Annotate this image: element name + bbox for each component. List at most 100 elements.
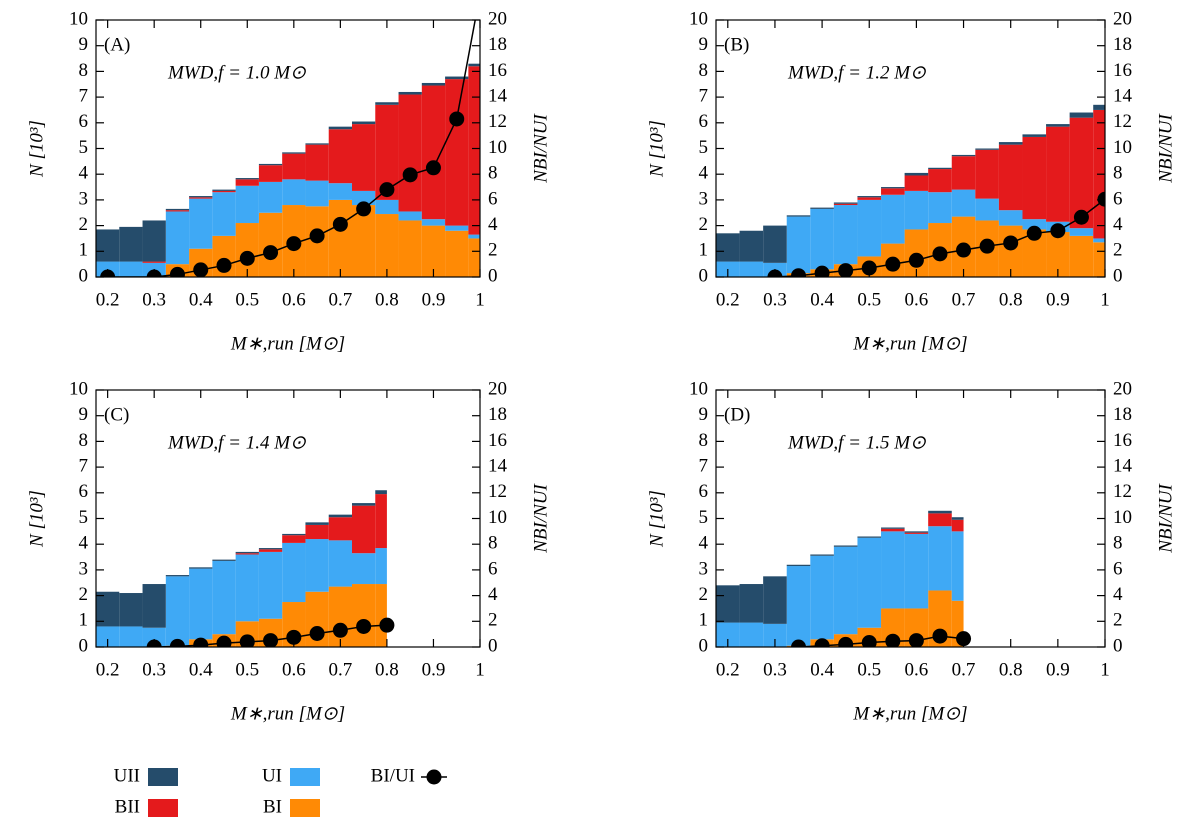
histogram-bar: [421, 225, 446, 277]
histogram-bar: [810, 555, 834, 640]
x-tick-label: 0.3: [763, 659, 787, 680]
x-tick-label: 1: [475, 659, 485, 680]
histogram-bar: [739, 230, 764, 262]
histogram-bar: [810, 208, 834, 270]
legend-label: UII: [114, 765, 140, 786]
y-tick-label: 5: [699, 507, 709, 528]
histogram-bar: [165, 208, 190, 211]
y2-tick-label: 14: [488, 85, 508, 106]
histogram-bar: [881, 188, 905, 195]
x-tick-label: 1: [1100, 289, 1110, 310]
histogram-bar: [375, 102, 399, 105]
y-tick-label: 2: [79, 584, 89, 605]
histogram-bar: [258, 549, 283, 552]
y2-tick-label: 18: [488, 34, 507, 55]
y2-tick-label: 4: [488, 584, 498, 605]
ratio-point: [379, 182, 395, 198]
histogram-bar: [833, 202, 858, 204]
y2-tick-label: 0: [488, 265, 498, 286]
histogram-bar: [328, 586, 352, 647]
histogram-bar: [739, 622, 764, 647]
ratio-point: [332, 622, 348, 638]
ratio-point: [1073, 209, 1089, 225]
y-axis-label: N [10³]: [26, 120, 47, 178]
y2-tick-label: 20: [488, 8, 507, 29]
histogram-bar: [445, 230, 469, 277]
histogram-bar: [189, 568, 213, 640]
y2-tick-label: 8: [1113, 163, 1123, 184]
y-tick-label: 1: [699, 240, 709, 261]
x-tick-label: 0.4: [810, 659, 834, 680]
histogram-bar: [96, 229, 120, 262]
y2-tick-label: 6: [1113, 188, 1123, 209]
panel-label: (C): [104, 404, 129, 425]
histogram-bar: [375, 104, 399, 200]
histogram-bar: [763, 576, 787, 624]
histogram-bar: [904, 190, 929, 230]
ratio-point: [791, 639, 807, 647]
histogram-bar: [763, 623, 787, 647]
histogram-bar: [142, 627, 166, 647]
legend-label: BI/UI: [371, 765, 415, 786]
y-tick-label: 5: [699, 137, 709, 158]
y2-tick-label: 18: [488, 404, 507, 425]
y2-tick-label: 20: [488, 378, 507, 399]
histogram-bar: [468, 238, 480, 277]
histogram-bar: [928, 192, 952, 224]
x-tick-label: 0.4: [189, 289, 213, 310]
histogram-bar: [282, 535, 306, 543]
histogram-bar: [904, 172, 929, 176]
legend-label: UI: [262, 765, 282, 786]
y2-tick-label: 14: [1113, 455, 1133, 476]
histogram-bar: [165, 576, 190, 646]
ratio-point: [1003, 235, 1019, 251]
ratio-point: [356, 201, 372, 217]
histogram-bar: [305, 524, 329, 540]
histogram-bar: [165, 210, 190, 212]
ratio-point: [473, 0, 488, 2]
y-tick-label: 2: [79, 214, 89, 235]
y2-tick-label: 20: [1113, 378, 1132, 399]
x-tick-label: 0.7: [952, 659, 976, 680]
y2-tick-label: 12: [1113, 111, 1132, 132]
y-tick-label: 3: [79, 558, 89, 579]
histogram-bar: [810, 554, 834, 556]
y-tick-label: 4: [79, 533, 89, 554]
ratio-point: [1097, 191, 1105, 207]
x-tick-label: 0.5: [857, 289, 881, 310]
x-tick-label: 0.6: [282, 289, 306, 310]
x-axis-label: M∗,run [M⊙]: [852, 703, 967, 724]
histogram-bar: [1093, 242, 1105, 277]
histogram-bar: [258, 548, 283, 550]
y2-tick-label: 14: [1113, 85, 1133, 106]
y2-tick-label: 6: [488, 558, 498, 579]
histogram-bar: [975, 148, 999, 150]
ratio-point: [956, 631, 972, 647]
histogram-bar: [305, 143, 329, 145]
ratio-point: [286, 629, 302, 645]
histogram-bar: [235, 553, 259, 555]
histogram-bar: [258, 181, 283, 213]
histogram-bar: [881, 528, 905, 532]
histogram-bar: [975, 149, 999, 199]
histogram-bar: [998, 144, 1023, 211]
histogram-bar: [904, 531, 929, 533]
annotation: MWD,f = 1.0 M⊙: [167, 62, 306, 83]
histogram-bar: [375, 490, 387, 495]
histogram-bar: [375, 494, 387, 549]
ratio-point: [239, 250, 255, 266]
histogram-bar: [352, 121, 376, 125]
y2-tick-label: 14: [488, 455, 508, 476]
histogram-bar: [165, 575, 190, 577]
y2-tick-label: 6: [1113, 558, 1123, 579]
histogram-bar: [398, 211, 422, 221]
y2-tick-label: 10: [488, 507, 507, 528]
panel-label: (D): [724, 404, 750, 425]
histogram-bar: [375, 199, 399, 215]
histogram-bar: [305, 539, 329, 592]
histogram-bar: [975, 198, 999, 221]
histogram-bar: [328, 540, 352, 587]
y-tick-label: 2: [699, 214, 709, 235]
y2-tick-label: 16: [488, 430, 507, 451]
